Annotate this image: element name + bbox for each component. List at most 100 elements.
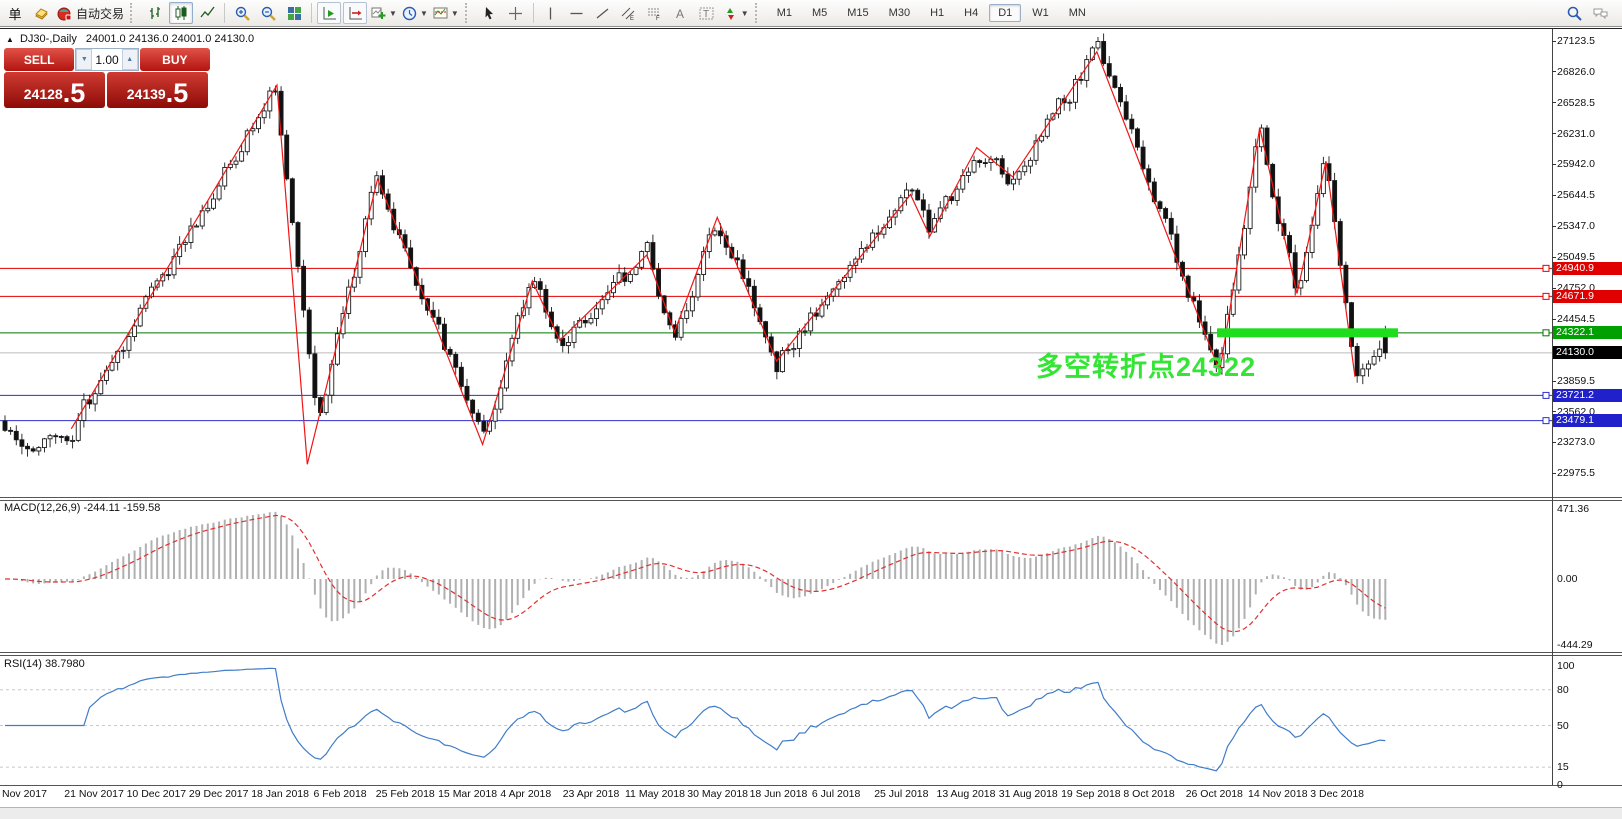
add-indicator-icon (371, 7, 386, 19)
template-icon (433, 7, 448, 18)
sell-price[interactable]: 24128 .5 (4, 72, 105, 108)
equidistant-channel-button[interactable]: E (617, 2, 641, 24)
buy-price-dec: .5 (165, 78, 189, 108)
toolbar-separator (311, 3, 313, 23)
timeframe-button-M30[interactable]: M30 (888, 7, 911, 19)
timeframe-button-H4[interactable]: H4 (964, 7, 979, 19)
date-axis-border (0, 785, 1622, 786)
toolbar-grip (754, 3, 763, 23)
tile-windows-button[interactable] (282, 2, 306, 24)
vertical-line-button[interactable] (539, 2, 563, 24)
volume-value[interactable]: 1.00 (95, 52, 119, 67)
pane-splitter[interactable] (0, 655, 1622, 656)
volume-decrease-button[interactable]: ▼ (76, 49, 93, 70)
autotrading-button[interactable]: 自动交易 (55, 2, 125, 24)
price-tick-mark (1552, 288, 1556, 289)
timeframe-button-M5[interactable]: M5 (811, 7, 828, 19)
buy-price[interactable]: 24139 .5 (107, 72, 208, 108)
toolbar-separator (224, 3, 226, 23)
candlestick-chart-button[interactable] (169, 2, 194, 24)
zoom-in-button[interactable] (230, 2, 254, 24)
volume-increase-button[interactable]: ▲ (121, 49, 138, 70)
rsi-pane[interactable] (0, 656, 1552, 785)
price-tick-mark (1552, 195, 1556, 196)
rsi-axis-label: 15 (1557, 761, 1569, 774)
timeframe-button-D1[interactable]: D1 (989, 4, 1022, 22)
arrows-button[interactable]: ▼ (721, 2, 750, 24)
pane-splitter-fill (0, 653, 1622, 655)
new-order-button[interactable] (29, 2, 53, 24)
chat-button[interactable] (1588, 2, 1612, 24)
price-tick-label: 23273.0 (1557, 436, 1595, 449)
timeframe-button-M1[interactable]: M1 (776, 7, 792, 19)
crosshair-button[interactable] (504, 2, 528, 24)
macd-pane[interactable] (0, 501, 1552, 652)
date-label: 13 Aug 2018 (936, 788, 996, 800)
bar-chart-button[interactable] (143, 2, 167, 24)
price-line-label: 23479.1 (1553, 414, 1622, 428)
price-tick-label: 24454.5 (1557, 313, 1595, 326)
trendline-button[interactable] (591, 2, 615, 24)
date-label: 11 May 2018 (625, 788, 685, 800)
timeframe-button-M15[interactable]: M15 (847, 7, 869, 19)
chevron-down-icon: ▼ (450, 8, 459, 18)
date-label: 15 Mar 2018 (438, 788, 498, 800)
text-label-button[interactable]: T (695, 2, 719, 24)
pane-splitter[interactable] (0, 652, 1622, 653)
timeframe-button-MN[interactable]: MN (1068, 7, 1086, 19)
collapse-icon[interactable]: ▲ (6, 35, 14, 44)
auto-scroll-icon (323, 6, 336, 19)
fibonacci-button[interactable]: F (643, 2, 667, 24)
date-label: 29 Dec 2017 (188, 788, 249, 800)
arrows-icon (726, 7, 734, 20)
buy-button[interactable]: BUY (139, 48, 210, 71)
candlestick-chart-icon (175, 5, 187, 20)
zoom-out-button[interactable] (256, 2, 280, 24)
templates-button[interactable]: ▼ (431, 2, 460, 24)
date-label: 21 Nov 2017 (64, 788, 124, 800)
sell-button[interactable]: SELL (4, 48, 75, 71)
search-button[interactable] (1562, 2, 1586, 24)
new-order-icon (34, 7, 48, 20)
price-tick-label: 25049.5 (1557, 251, 1595, 264)
top-toolbar: 单 自动交易 (0, 0, 1622, 27)
timeframe-button-H1[interactable]: H1 (930, 7, 945, 19)
sell-price-int: 24128 (23, 86, 63, 102)
date-label: 25 Jul 2018 (874, 788, 929, 800)
auto-scroll-button[interactable] (317, 2, 342, 24)
date-label: 30 May 2018 (687, 788, 749, 800)
date-label: Nov 2017 (2, 788, 47, 800)
search-icon (1567, 6, 1582, 21)
pane-splitter[interactable] (0, 500, 1622, 501)
date-label: 31 Aug 2018 (998, 788, 1058, 800)
order-button[interactable]: 单 (3, 2, 27, 24)
sell-price-dec: .5 (62, 78, 86, 108)
main-price-chart[interactable] (0, 29, 1552, 497)
pane-splitter-fill (0, 498, 1622, 500)
price-tick-label: 23859.5 (1557, 375, 1595, 387)
chart-window: ▲ DJ30-,Daily 24001.0 24136.0 24001.0 24… (0, 28, 1622, 819)
cursor-icon (485, 6, 494, 19)
text-button[interactable]: A (669, 2, 693, 24)
horizontal-line-icon (570, 12, 583, 14)
date-label: 25 Feb 2018 (375, 788, 435, 800)
line-chart-button[interactable] (195, 2, 219, 24)
price-tick-mark (1552, 226, 1556, 227)
date-label: 23 Apr 2018 (562, 788, 620, 800)
cursor-button[interactable] (478, 2, 502, 24)
horizontal-line-button[interactable] (565, 2, 589, 24)
price-tick-mark (1552, 442, 1556, 443)
date-label: 10 Dec 2017 (126, 788, 187, 800)
toolbar-separator (532, 3, 534, 23)
pane-splitter[interactable] (0, 497, 1622, 498)
indicators-button[interactable]: ▼ (369, 2, 398, 24)
chart-shift-button[interactable] (343, 2, 368, 24)
timeframe-button-W1[interactable]: W1 (1032, 7, 1049, 19)
svg-text:A: A (676, 7, 684, 21)
price-tick-mark (1552, 473, 1556, 474)
macd-axis-label: -444.29 (1557, 639, 1593, 651)
price-tick-label: 26826.0 (1557, 65, 1595, 78)
clock-icon (402, 6, 417, 20)
trendline-icon (596, 7, 609, 19)
periods-button[interactable]: ▼ (400, 2, 429, 24)
